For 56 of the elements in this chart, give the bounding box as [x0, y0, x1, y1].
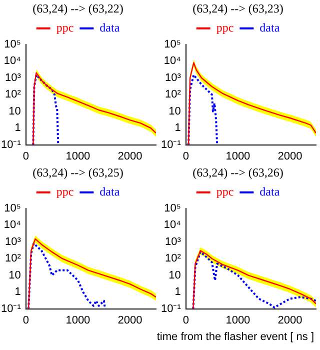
- y-tick-label: 10⁻¹: [160, 302, 182, 315]
- y-tick-label: 1: [174, 286, 181, 298]
- legend-label: data: [260, 184, 280, 199]
- chart-title: (63,24) --> (63,23): [192, 1, 284, 16]
- y-tick-label: 10³: [4, 236, 22, 248]
- y-tick-label: 10²: [164, 88, 182, 101]
- legend-label: data: [100, 20, 120, 35]
- legend-label: ppc: [56, 184, 74, 199]
- legend-label: data: [100, 184, 120, 199]
- line-series: [28, 242, 106, 309]
- y-tick-label: 10³: [164, 72, 182, 84]
- y-tick-label: 10³: [164, 236, 182, 248]
- y-tick-label: 10⁵: [4, 38, 21, 50]
- y-tick-label: 10⁴: [4, 55, 22, 68]
- y-tick-label: 10⁵: [4, 202, 21, 214]
- x-tick-label: 2000: [118, 314, 142, 326]
- y-tick-label: 1: [174, 122, 181, 134]
- y-tick-label: 10²: [4, 252, 22, 265]
- chart-title: (63,24) --> (63,22): [32, 1, 124, 16]
- x-tick-label: 2000: [278, 314, 302, 326]
- y-tick-label: 10²: [164, 252, 182, 265]
- x-tick-label: 0: [22, 150, 29, 162]
- y-tick-label: 10: [8, 105, 21, 118]
- legend-label: ppc: [216, 20, 234, 35]
- y-tick-label: 10⁻¹: [0, 138, 22, 151]
- y-tick-label: 10²: [4, 88, 22, 101]
- y-tick-label: 10⁴: [4, 219, 22, 232]
- x-tick-label: 1000: [66, 314, 90, 326]
- line-series: [188, 74, 218, 145]
- x-tick-label: 0: [22, 314, 29, 326]
- chart-title: (63,24) --> (63,26): [192, 165, 284, 180]
- x-tick-label: 0: [182, 314, 189, 326]
- y-tick-label: 10: [168, 269, 181, 282]
- y-tick-label: 10⁻¹: [0, 302, 22, 315]
- x-tick-label: 1000: [226, 314, 250, 326]
- y-tick-label: 1: [14, 286, 21, 298]
- x-tick-label: 2000: [278, 150, 302, 162]
- x-axis-title: time from the flasher event [ ns ]: [156, 331, 315, 343]
- x-tick-label: 1000: [66, 150, 90, 162]
- y-tick-label: 10³: [4, 72, 22, 84]
- y-tick-label: 1: [14, 122, 21, 134]
- y-tick-label: 10⁵: [164, 38, 181, 50]
- x-tick-label: 2000: [118, 150, 142, 162]
- y-tick-label: 10⁻¹: [160, 138, 182, 151]
- legend-label: ppc: [56, 20, 74, 35]
- y-tick-label: 10⁴: [164, 55, 182, 68]
- y-tick-label: 10⁵: [164, 202, 181, 214]
- x-tick-label: 0: [182, 150, 189, 162]
- line-series: [32, 74, 60, 145]
- y-tick-label: 10: [8, 269, 21, 282]
- x-tick-label: 1000: [226, 150, 250, 162]
- legend-label: ppc: [216, 184, 234, 199]
- legend-label: data: [260, 20, 280, 35]
- y-tick-label: 10: [168, 105, 181, 118]
- chart-title: (63,24) --> (63,25): [32, 165, 124, 180]
- y-tick-label: 10⁴: [164, 219, 182, 232]
